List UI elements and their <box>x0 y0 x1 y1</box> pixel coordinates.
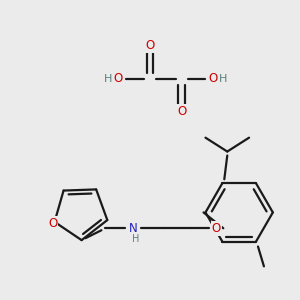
Text: O: O <box>212 222 221 235</box>
Text: H: H <box>132 234 140 244</box>
Text: H: H <box>219 74 227 84</box>
Text: O: O <box>177 105 186 118</box>
Text: O: O <box>146 40 154 52</box>
Text: O: O <box>209 72 218 85</box>
Text: H: H <box>104 74 112 84</box>
Text: O: O <box>48 218 57 230</box>
Text: O: O <box>114 72 123 85</box>
Text: N: N <box>129 222 137 235</box>
